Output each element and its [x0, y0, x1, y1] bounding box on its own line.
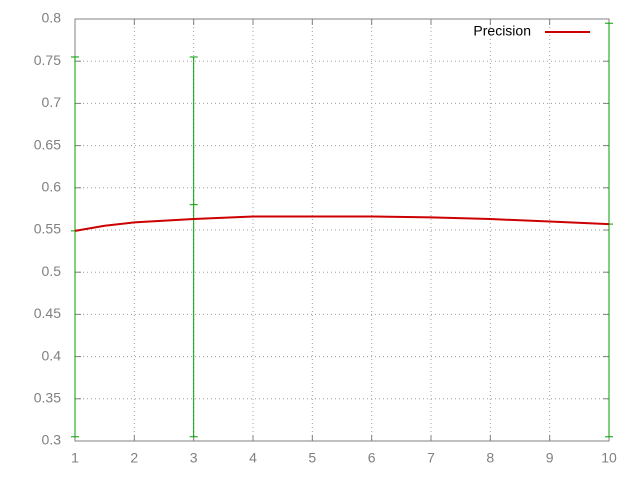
- x-tick-label: 1: [71, 450, 79, 466]
- y-tick-label: 0.75: [34, 52, 61, 68]
- x-tick-label: 5: [308, 450, 316, 466]
- y-tick-label: 0.5: [42, 263, 62, 279]
- x-tick-label: 3: [190, 450, 198, 466]
- y-tick-label: 0.6: [42, 179, 62, 195]
- y-tick-label: 0.55: [34, 221, 61, 237]
- y-tick-label: 0.7: [42, 94, 62, 110]
- x-tick-label: 4: [249, 450, 257, 466]
- y-tick-label: 0.35: [34, 390, 61, 406]
- y-tick-label: 0.8: [42, 10, 62, 26]
- y-tick-label: 0.4: [42, 347, 62, 363]
- x-tick-label: 7: [427, 450, 435, 466]
- x-tick-label: 6: [368, 450, 376, 466]
- line-series: [74, 215, 610, 232]
- y-tick-label: 0.45: [34, 305, 61, 321]
- y-tick-label: 0.65: [34, 136, 61, 152]
- legend-label: Precision: [473, 23, 531, 39]
- y-tick-label: 0.3: [42, 432, 62, 448]
- x-tick-label: 2: [130, 450, 138, 466]
- x-tick-label: 9: [546, 450, 554, 466]
- x-tick-label: 8: [486, 450, 494, 466]
- x-tick-label: 10: [601, 450, 617, 466]
